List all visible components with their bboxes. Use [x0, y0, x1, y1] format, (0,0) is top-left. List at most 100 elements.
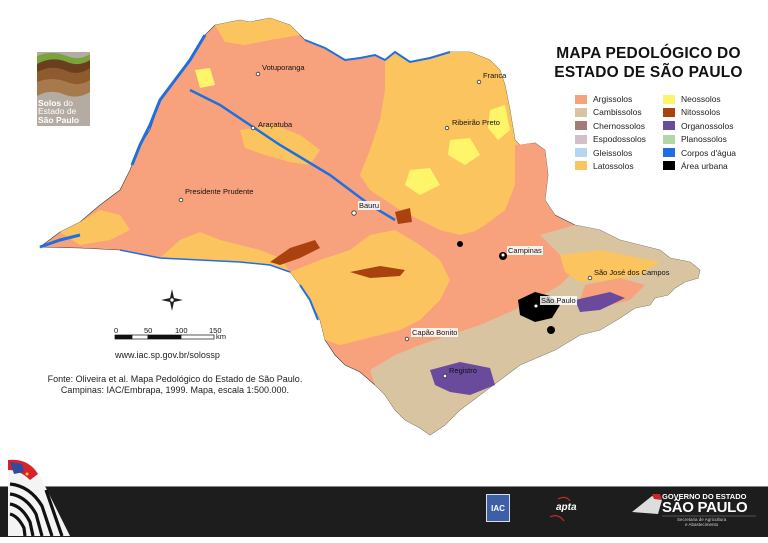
city-label: Bauru — [358, 201, 381, 210]
city-label: Registro — [449, 366, 477, 375]
legend-swatch — [663, 134, 675, 144]
legend-item: Gleissolos — [575, 148, 663, 158]
source-line1: Fonte: Oliveira et al. Mapa Pedológico d… — [47, 374, 303, 384]
gov-sub1: Secretaria de Agricultura — [677, 517, 727, 522]
soil-layers-icon — [37, 52, 90, 126]
scale-tick-0: 0 — [114, 326, 119, 335]
scale-bar — [114, 334, 215, 340]
river — [130, 34, 207, 166]
river — [299, 284, 319, 321]
legend-swatch — [663, 94, 675, 104]
apta-logo-icon — [549, 496, 571, 522]
logo-text-do: do — [61, 97, 73, 108]
gov-line1: GOVERNO DO ESTADO — [662, 492, 747, 501]
legend-label: Chernossolos — [593, 120, 645, 131]
nitossolos-region — [350, 266, 405, 278]
nitossolos-region — [395, 208, 412, 224]
logo-text-solos: Solos — [38, 97, 62, 108]
legend-label: Corpos d'água — [681, 147, 737, 158]
neossolos-region — [448, 138, 480, 165]
river — [304, 39, 451, 64]
legend-swatch — [575, 94, 587, 104]
legend-item: Área urbana — [663, 161, 753, 171]
legend-label: Nitossolos — [681, 107, 721, 118]
sao-paulo-gov-emblem-icon — [632, 494, 756, 517]
legend-swatch — [663, 121, 675, 131]
latossolos-region — [290, 230, 450, 345]
urban-area — [547, 326, 555, 334]
logo-text-estado: Estado de — [38, 106, 77, 116]
river — [39, 233, 81, 249]
latossolos-region — [160, 232, 290, 272]
legend-label: Neossolos — [681, 94, 721, 104]
river-tiete — [189, 88, 396, 222]
apta-logo[interactable]: apta — [556, 502, 577, 513]
map-title: MAPA PEDOLÓGICO DO ESTADO DE SÃO PAULO — [546, 44, 751, 82]
legend-item: Organossolos — [663, 121, 753, 131]
legend-item: Cambissolos — [575, 107, 663, 117]
city-label: Presidente Prudente — [185, 187, 254, 196]
river-paranapanema — [119, 249, 291, 273]
solos-logo: Solos do Estado de São Paulo — [37, 52, 90, 126]
legend-label: Latossolos — [593, 160, 634, 171]
organossolos-region — [575, 292, 625, 312]
city-label: Ribeirão Preto — [452, 118, 500, 127]
legend-label: Argissolos — [593, 94, 633, 104]
latossolos-region — [560, 250, 660, 282]
legend-swatch — [575, 121, 587, 131]
legend-item: Espodossolos — [575, 134, 663, 144]
legend-label: Cambissolos — [593, 107, 642, 118]
gov-secretaria: Secretaria de Agricultura e Abasteciment… — [677, 517, 726, 527]
logo-text-sao-paulo: São Paulo — [38, 114, 80, 125]
legend-label: Organossolos — [681, 120, 734, 131]
argissolos-region — [440, 143, 555, 280]
scale-unit: km — [216, 332, 226, 341]
gov-line2: SÃO PAULO — [662, 499, 748, 516]
map-title-line1: MAPA PEDOLÓGICO DO — [556, 45, 741, 62]
compass-rose-icon — [161, 289, 183, 311]
legend-item: Chernossolos — [575, 121, 663, 131]
source-line2: Campinas: IAC/Embrapa, 1999. Mapa, escal… — [60, 385, 290, 395]
soil-map — [39, 17, 701, 436]
website-url[interactable]: www.iac.sp.gov.br/solossp — [115, 350, 220, 360]
city-label: Capão Bonito — [411, 328, 459, 337]
nitossolos-region — [270, 240, 320, 265]
city-label: Votuporanga — [262, 63, 305, 72]
city-label: Araçatuba — [258, 120, 293, 129]
legend-swatch — [575, 161, 587, 171]
legend-label: Planossolos — [681, 134, 727, 145]
legend-item: Nitossolos — [663, 107, 753, 117]
city-label: São Paulo — [540, 296, 577, 305]
scale-tick-150: 150 — [209, 326, 222, 335]
legend-swatch — [575, 107, 587, 117]
iac-logo[interactable]: IAC — [486, 494, 510, 522]
legend-swatch — [575, 134, 587, 144]
neossolos-region — [195, 68, 215, 88]
source-citation: Fonte: Oliveira et al. Mapa Pedológico d… — [40, 374, 310, 396]
neossolos-region — [405, 168, 440, 195]
sao-paulo-flag-icon — [8, 459, 70, 537]
legend-swatch — [663, 107, 675, 117]
scale-tick-100: 100 — [175, 326, 188, 335]
organossolos-region — [430, 362, 495, 395]
legend-swatch — [575, 148, 587, 158]
neossolos-region — [488, 105, 510, 140]
legend-label: Espodossolos — [593, 134, 646, 145]
legend-swatch — [663, 148, 675, 158]
map-legend: Argissolos Neossolos Cambissolos Nitossolos… — [575, 94, 755, 171]
latossolos-region — [360, 52, 520, 235]
legend-item: Neossolos — [663, 94, 753, 104]
legend-item: Latossolos — [575, 161, 663, 171]
city-label: Campinas — [507, 246, 543, 255]
city-markers — [178, 71, 593, 379]
scale-tick-50: 50 — [144, 326, 153, 335]
legend-item: Planossolos — [663, 134, 753, 144]
legend-swatch — [663, 161, 675, 171]
legend-label: Gleissolos — [593, 147, 633, 158]
legend-item: Argissolos — [575, 94, 663, 104]
legend-item: Corpos d'água — [663, 148, 753, 158]
gov-sub2: e Abastecimento — [685, 522, 719, 527]
urban-area — [457, 241, 463, 247]
city-label: São José dos Campos — [594, 268, 670, 277]
city-label: Franca — [483, 71, 507, 80]
